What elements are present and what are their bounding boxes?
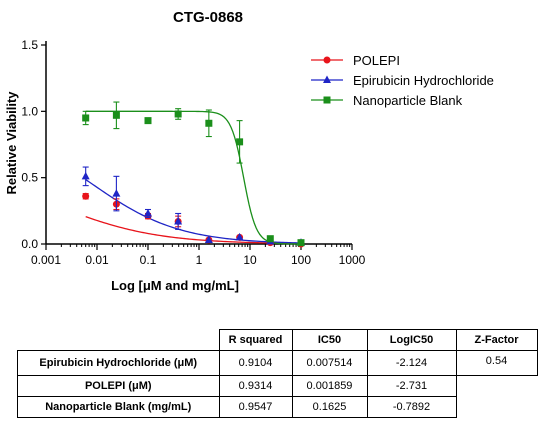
table-row: Nanoparticle Blank (mg/mL) 0.9547 0.1625… <box>17 396 538 418</box>
data-point <box>205 119 213 127</box>
legend-marker <box>323 56 331 64</box>
logic50-value: -0.7892 <box>366 396 457 418</box>
row-label: Epirubicin Hydrochloride (μM) <box>17 350 220 376</box>
results-table: R squared IC50 LogIC50 Z-Factor Epirubic… <box>17 329 538 418</box>
data-point <box>112 189 121 197</box>
logic50-value: -2.731 <box>366 375 457 397</box>
y-tick-label: 1.5 <box>21 38 38 52</box>
x-tick-label: 0.001 <box>31 253 61 267</box>
legend-label: Nanoparticle Blank <box>353 93 463 108</box>
legend-marker <box>323 96 331 104</box>
data-point <box>236 138 244 146</box>
x-tick-label: 0.1 <box>140 253 157 267</box>
z-factor-value: 0.54 <box>455 350 538 376</box>
table-corner-cell <box>17 329 220 351</box>
ic50-value: 0.001859 <box>291 375 368 397</box>
header-r-squared: R squared <box>218 329 293 351</box>
data-point <box>144 208 152 217</box>
legend-label: Epirubicin Hydrochloride <box>353 73 494 88</box>
data-point <box>174 216 183 225</box>
data-point <box>81 171 90 180</box>
logic50-value: -2.124 <box>366 350 457 376</box>
chart-title: CTG-0868 <box>173 9 243 26</box>
ic50-value: 0.007514 <box>291 350 368 376</box>
data-point <box>297 239 305 247</box>
table-row: POLEPI (μM) 0.9314 0.001859 -2.731 <box>17 375 538 397</box>
fit-curve-epirubicin-hydrochloride <box>85 179 302 244</box>
y-tick-label: 0.0 <box>21 237 38 251</box>
x-tick-label: 1 <box>196 253 203 267</box>
r-squared-value: 0.9547 <box>218 396 293 418</box>
table-row: Epirubicin Hydrochloride (μM) 0.9104 0.0… <box>17 350 538 376</box>
y-tick-label: 1.0 <box>21 104 38 118</box>
r-squared-value: 0.9104 <box>218 350 293 376</box>
header-logic50: LogIC50 <box>366 329 457 351</box>
legend-label: POLEPI <box>353 53 400 68</box>
y-tick-label: 0.5 <box>21 171 38 185</box>
fit-curve-polepi <box>85 216 302 245</box>
x-tick-label: 1000 <box>339 253 366 267</box>
x-tick-label: 0.01 <box>85 253 109 267</box>
header-z-factor: Z-Factor <box>455 329 538 351</box>
data-point <box>174 110 182 118</box>
r-squared-value: 0.9314 <box>218 375 293 397</box>
empty-cell <box>456 376 537 397</box>
data-point <box>112 111 120 119</box>
data-point <box>82 114 90 122</box>
legend: POLEPI Epirubicin Hydrochloride Nanopartic… <box>311 53 494 108</box>
data-point <box>235 232 244 241</box>
x-tick-label: 10 <box>243 253 257 267</box>
legend-marker <box>323 75 331 83</box>
empty-cell <box>456 397 537 418</box>
data-point <box>204 235 213 244</box>
plot-area: 0.0 0.5 1.0 1.5 0.001 0.01 0.1 1 10 100 1000 <box>21 38 365 267</box>
x-axis-title: Log [μM and mg/mL] <box>111 278 239 293</box>
row-label: POLEPI (μM) <box>17 375 220 397</box>
data-point <box>144 117 152 125</box>
row-label: Nanoparticle Blank (mg/mL) <box>17 396 220 418</box>
dose-response-chart: CTG-0868 0.0 0.5 1.0 1.5 0.001 0.01 0.1 1 10 100 1… <box>4 9 494 293</box>
table-header-row: R squared IC50 LogIC50 Z-Factor <box>17 329 538 351</box>
fit-curve-nanoparticle-blank <box>85 110 301 245</box>
data-point <box>82 192 90 200</box>
x-tick-label: 100 <box>291 253 311 267</box>
data-point <box>266 235 274 243</box>
ic50-value: 0.1625 <box>291 396 368 418</box>
header-ic50: IC50 <box>291 329 368 351</box>
y-axis-title: Relative Viability <box>4 91 19 195</box>
